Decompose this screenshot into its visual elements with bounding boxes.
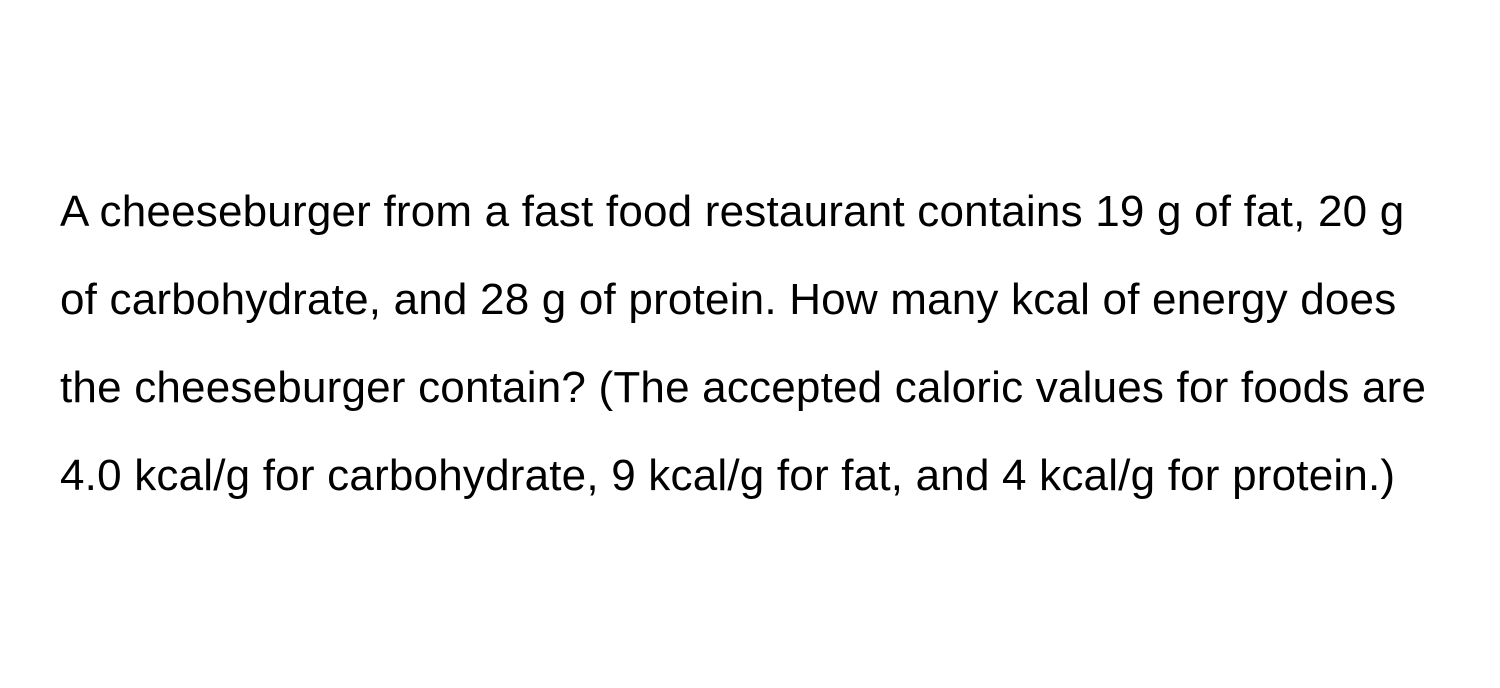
question-paragraph: A cheeseburger from a fast food restaura… <box>60 168 1440 520</box>
